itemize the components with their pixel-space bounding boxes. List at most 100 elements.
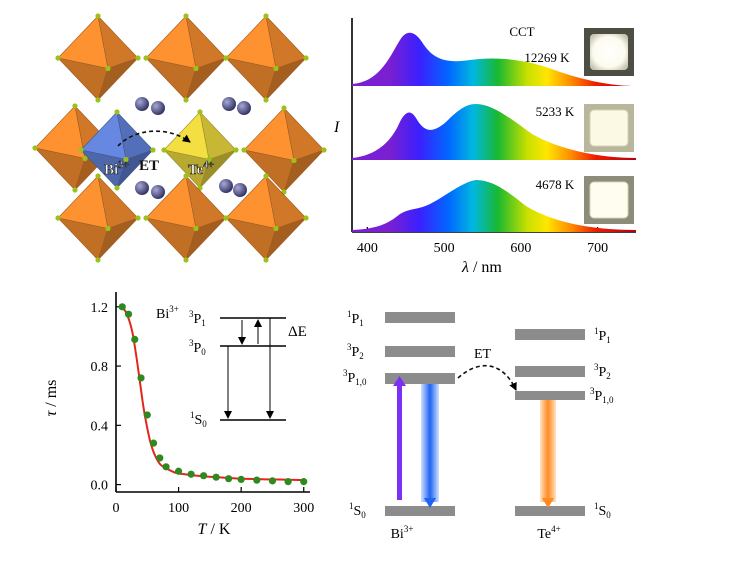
data-point: [200, 472, 208, 480]
inset-ion-label: Bi3+: [156, 304, 179, 322]
te-emission-arrowhead: [542, 498, 554, 508]
octahedron-4: [78, 109, 156, 191]
bi-label-1s0: 1S0: [349, 501, 366, 520]
cation-sphere-5: [151, 185, 165, 199]
te-label-1s0: 1S0: [594, 501, 611, 520]
data-point: [118, 303, 126, 311]
spectra-ticks: 400 500 600 700: [357, 227, 608, 256]
data-point: [156, 454, 164, 462]
bi-level-1s0: [385, 506, 455, 516]
bi-level-1p1: [385, 312, 455, 323]
bi-ion-label: Bi3+: [104, 160, 129, 178]
bi-excitation-arrowhead: [393, 376, 406, 386]
data-point: [143, 411, 151, 419]
spectra-xlabel: λ / nm: [461, 259, 502, 276]
data-point: [162, 463, 170, 471]
spectrum-curve-3: [352, 180, 636, 232]
spectra-ylabel: I: [333, 119, 340, 136]
bi-level-3p2: [385, 346, 455, 357]
lifetime-ytick-label-0: 0.0: [91, 479, 109, 494]
et-transfer-arrow: [457, 365, 517, 391]
te-level-3p10: [515, 391, 585, 400]
sample-photo-3: [584, 176, 634, 224]
data-point: [137, 374, 145, 382]
octahedron-3: [32, 103, 118, 193]
lifetime-ticks: 0 100 200 300 0.0 0.4 0.8 1.2: [91, 301, 315, 516]
lifetime-ytick-label-1: 0.4: [91, 419, 109, 434]
data-point: [174, 467, 183, 475]
inset-3p0-label: 3P0: [189, 338, 206, 357]
te-level-3p2: [515, 366, 585, 377]
te-label-1p1: 1P1: [594, 326, 611, 345]
lifetime-ytick-label-2: 0.8: [91, 360, 109, 375]
fit-curve: [118, 305, 304, 482]
inset-3p1-label: 3P1: [189, 309, 206, 328]
te-label-3p10: 3P1,0: [590, 386, 614, 405]
lifetime-chart: 0 100 200 300 0.0 0.4 0.8 1.2 τ / ms T / K: [43, 292, 314, 538]
cct-header: CCT: [509, 24, 534, 39]
lifetime-ylabel: τ / ms: [43, 380, 60, 417]
octahedron-7: [55, 173, 141, 263]
lifetime-ytick-label-3: 1.2: [91, 301, 109, 316]
cct-value-2: 5233 K: [536, 104, 575, 119]
octahedron-5: [161, 109, 239, 191]
data-point: [300, 478, 308, 486]
data-point: [284, 478, 292, 486]
octahedron-6: [241, 105, 327, 195]
te-level-1s0: [515, 506, 585, 516]
measured-points: [118, 303, 308, 486]
sample-photo-2: [584, 104, 634, 152]
octahedron-0: [55, 13, 141, 103]
data-point: [225, 475, 233, 483]
crystal-structure: [32, 13, 327, 263]
cation-sphere-0: [135, 97, 149, 111]
cct-value-3: 4678 K: [536, 177, 575, 192]
spectrum-curve-2: [352, 104, 636, 160]
data-point: [237, 475, 245, 484]
lifetime-xtick-label-1: 100: [168, 501, 189, 516]
data-point: [149, 439, 158, 447]
data-point: [268, 477, 277, 485]
octahedron-2: [223, 13, 309, 103]
et-label: ET: [139, 158, 159, 174]
cation-sphere-2: [222, 97, 236, 111]
te-level-1p1: [515, 329, 585, 340]
spectra-tick-label-2: 600: [510, 241, 531, 256]
te-ion-caption: Te4+: [537, 524, 560, 542]
level-scheme: 1P1 3P2 3P1,0 1S0 Bi3+ ET 1P1 3P2 3P1,0 …: [343, 309, 614, 542]
te-label-3p2: 3P2: [594, 362, 611, 381]
sample-photo-1: [584, 28, 634, 76]
te-ion-label: Te4+: [188, 160, 214, 178]
inset-1s0-label: 1S0: [190, 410, 207, 429]
cation-sphere-7: [233, 183, 247, 197]
bi-emission-arrowhead: [424, 498, 436, 508]
cation-sphere-1: [151, 101, 165, 115]
bi-excitation-arrow: [397, 384, 402, 500]
cct-value-1: 12269 K: [524, 50, 570, 65]
octahedron-8: [143, 173, 229, 263]
data-point: [187, 470, 195, 478]
spectra-tick-label-0: 400: [357, 241, 378, 256]
data-point: [131, 335, 139, 344]
inset-delta-e: ΔE: [288, 324, 307, 340]
lifetime-xtick-label-2: 200: [231, 501, 252, 516]
bi-emission-arrow: [421, 384, 439, 502]
data-point: [124, 310, 133, 318]
te-emission-arrow: [540, 400, 556, 502]
lifetime-xtick-label-0: 0: [113, 501, 120, 516]
data-point: [212, 473, 220, 481]
spectra-panel: I 400 500 600 700 λ / nm CCT 12269 K 5233 K…: [333, 18, 636, 276]
octahedron-9: [223, 173, 309, 263]
inset-energy-diagram: Bi3+ 3P1 3P0 1S0 ΔE: [156, 304, 307, 429]
spectra-tick-label-1: 500: [434, 241, 455, 256]
energy-transfer-arrow: [117, 130, 191, 147]
octahedron-1: [143, 13, 229, 103]
data-point: [253, 476, 261, 484]
bi-label-3p2: 3P2: [347, 342, 364, 361]
bi-level-3p10: [385, 373, 455, 384]
cation-sphere-6: [219, 179, 233, 193]
bi-label-3p10: 3P1,0: [343, 368, 367, 387]
bi-ion-caption: Bi3+: [391, 524, 414, 542]
spectra-tick-label-3: 700: [587, 241, 608, 256]
